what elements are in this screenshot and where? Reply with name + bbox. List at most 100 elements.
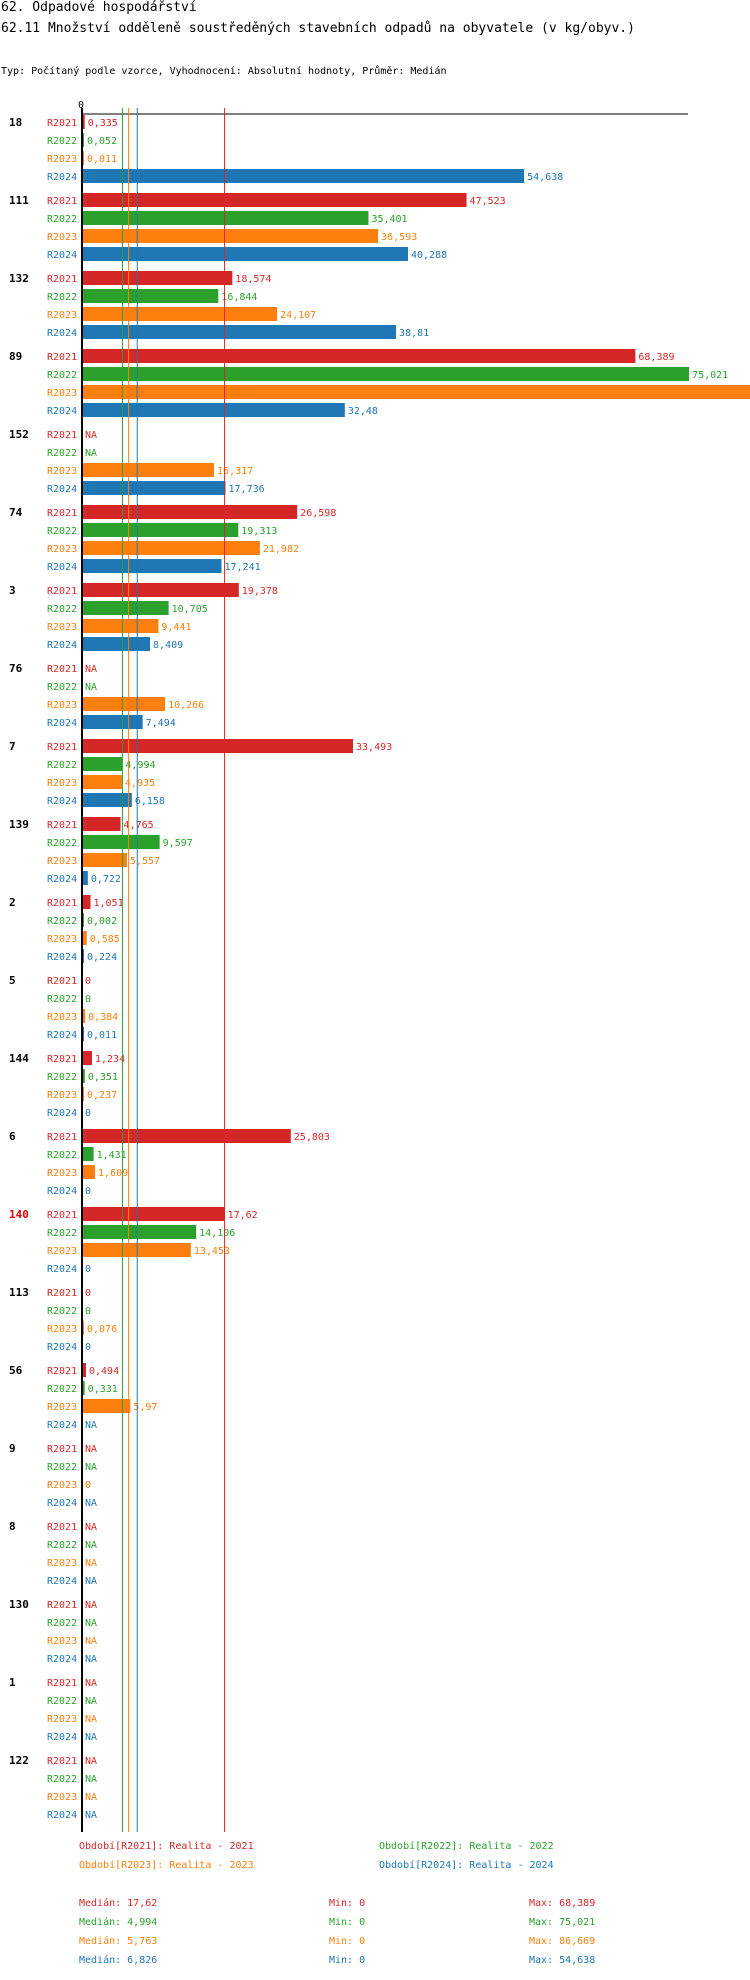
value-label-152-r2022: NA bbox=[85, 448, 97, 459]
series-label-r2021: R2021 bbox=[47, 742, 77, 753]
series-label-r2024: R2024 bbox=[47, 1576, 77, 1587]
series-label-r2024: R2024 bbox=[47, 1342, 77, 1353]
series-label-r2021: R2021 bbox=[47, 898, 77, 909]
bar-7-r2022 bbox=[82, 757, 123, 771]
value-label-132-r2023: 24,107 bbox=[280, 310, 316, 321]
bar-152-r2024 bbox=[82, 481, 226, 495]
group-label-1: 1 bbox=[9, 1676, 16, 1689]
series-label-r2021: R2021 bbox=[47, 1054, 77, 1065]
series-label-r2023: R2023 bbox=[47, 544, 77, 555]
value-label-1-r2022: NA bbox=[85, 1696, 97, 1707]
value-label-5-r2021: 0 bbox=[85, 976, 91, 987]
bar-140-r2022 bbox=[82, 1225, 197, 1239]
series-label-r2023: R2023 bbox=[47, 1402, 77, 1413]
value-label-144-r2022: 0,351 bbox=[88, 1072, 118, 1083]
value-label-140-r2021: 17,62 bbox=[228, 1210, 258, 1221]
bar-139-r2022 bbox=[82, 835, 160, 849]
value-label-89-r2022: 75,021 bbox=[692, 370, 728, 381]
stat-min-r2022: Min: 0 bbox=[329, 1917, 366, 1928]
stat-max-r2023: Max: 86,669 bbox=[529, 1936, 596, 1947]
series-label-r2024: R2024 bbox=[47, 718, 77, 729]
value-label-3-r2021: 19,378 bbox=[242, 586, 278, 597]
series-label-r2024: R2024 bbox=[47, 1186, 77, 1197]
group-label-74: 74 bbox=[9, 506, 23, 519]
series-label-r2023: R2023 bbox=[47, 1324, 77, 1335]
series-label-r2024: R2024 bbox=[47, 1498, 77, 1509]
series-label-r2023: R2023 bbox=[47, 310, 77, 321]
value-label-5-r2022: 0 bbox=[85, 994, 91, 1005]
value-label-3-r2024: 8,409 bbox=[153, 640, 183, 651]
series-label-r2022: R2022 bbox=[47, 370, 77, 381]
value-label-74-r2023: 21,982 bbox=[263, 544, 299, 555]
value-label-1-r2024: NA bbox=[85, 1732, 97, 1743]
bar-144-r2022 bbox=[82, 1069, 85, 1083]
value-label-7-r2021: 33,493 bbox=[356, 742, 392, 753]
value-label-74-r2021: 26,598 bbox=[300, 508, 336, 519]
series-label-r2022: R2022 bbox=[47, 1306, 77, 1317]
value-label-5-r2023: 0,384 bbox=[88, 1012, 118, 1023]
series-label-r2022: R2022 bbox=[47, 1696, 77, 1707]
bar-5-r2023 bbox=[82, 1009, 86, 1023]
series-label-r2022: R2022 bbox=[47, 526, 77, 537]
group-label-111: 111 bbox=[9, 194, 29, 207]
group-label-5: 5 bbox=[9, 974, 16, 987]
bar-2-r2023 bbox=[82, 931, 87, 945]
series-label-r2024: R2024 bbox=[47, 640, 77, 651]
bar-3-r2022 bbox=[82, 601, 169, 615]
series-label-r2023: R2023 bbox=[47, 700, 77, 711]
stat-max-r2024: Max: 54,638 bbox=[529, 1955, 596, 1966]
series-label-r2024: R2024 bbox=[47, 1732, 77, 1743]
series-label-r2023: R2023 bbox=[47, 934, 77, 945]
value-label-56-r2023: 5,97 bbox=[133, 1402, 157, 1413]
series-label-r2021: R2021 bbox=[47, 586, 77, 597]
series-label-r2021: R2021 bbox=[47, 1756, 77, 1767]
stat-max-r2022: Max: 75,021 bbox=[529, 1917, 596, 1928]
group-label-152: 152 bbox=[9, 428, 29, 441]
group-label-18: 18 bbox=[9, 116, 22, 129]
value-label-111-r2021: 47,523 bbox=[470, 196, 506, 207]
group-label-139: 139 bbox=[9, 818, 29, 831]
value-label-111-r2023: 36,593 bbox=[381, 232, 417, 243]
series-label-r2021: R2021 bbox=[47, 1366, 77, 1377]
series-label-r2022: R2022 bbox=[47, 994, 77, 1005]
value-label-132-r2021: 18,574 bbox=[235, 274, 271, 285]
series-label-r2021: R2021 bbox=[47, 1522, 77, 1533]
series-label-r2023: R2023 bbox=[47, 1792, 77, 1803]
bar-89-r2021 bbox=[82, 349, 636, 363]
value-label-5-r2024: 0,011 bbox=[87, 1030, 117, 1041]
bar-111-r2023 bbox=[82, 229, 379, 243]
series-label-r2023: R2023 bbox=[47, 1714, 77, 1725]
bar-140-r2021 bbox=[82, 1207, 225, 1221]
value-label-9-r2022: NA bbox=[85, 1462, 97, 1473]
series-label-r2021: R2021 bbox=[47, 430, 77, 441]
series-label-r2022: R2022 bbox=[47, 448, 77, 459]
value-label-7-r2023: 4,935 bbox=[125, 778, 155, 789]
value-label-76-r2023: 10,266 bbox=[168, 700, 204, 711]
series-label-r2021: R2021 bbox=[47, 118, 77, 129]
bar-132-r2024 bbox=[82, 325, 397, 339]
value-label-152-r2023: 16,317 bbox=[217, 466, 253, 477]
value-label-152-r2021: NA bbox=[85, 430, 97, 441]
value-label-9-r2021: NA bbox=[85, 1444, 97, 1455]
series-label-r2022: R2022 bbox=[47, 1384, 77, 1395]
bar-74-r2024 bbox=[82, 559, 222, 573]
bar-139-r2024 bbox=[82, 871, 88, 885]
value-label-6-r2024: 0 bbox=[85, 1186, 91, 1197]
bar-3-r2021 bbox=[82, 583, 239, 597]
bar-3-r2023 bbox=[82, 619, 159, 633]
value-label-139-r2024: 0,722 bbox=[91, 874, 121, 885]
value-label-76-r2024: 7,494 bbox=[146, 718, 176, 729]
value-label-56-r2021: 0,494 bbox=[89, 1366, 119, 1377]
chart-type-line: Typ: Počítaný podle vzorce, Vyhodnocení:… bbox=[1, 66, 447, 77]
bar-7-r2021 bbox=[82, 739, 354, 753]
x-axis-zero-label: 0 bbox=[78, 100, 84, 111]
stat-median-r2021: Medián: 17,62 bbox=[79, 1898, 158, 1909]
series-label-r2021: R2021 bbox=[47, 274, 77, 285]
series-label-r2022: R2022 bbox=[47, 1462, 77, 1473]
value-label-152-r2024: 17,736 bbox=[229, 484, 265, 495]
series-label-r2024: R2024 bbox=[47, 250, 77, 261]
value-label-89-r2024: 32,48 bbox=[348, 406, 378, 417]
value-label-144-r2021: 1,234 bbox=[95, 1054, 125, 1065]
series-label-r2023: R2023 bbox=[47, 1636, 77, 1647]
value-label-18-r2021: 0,335 bbox=[88, 118, 118, 129]
